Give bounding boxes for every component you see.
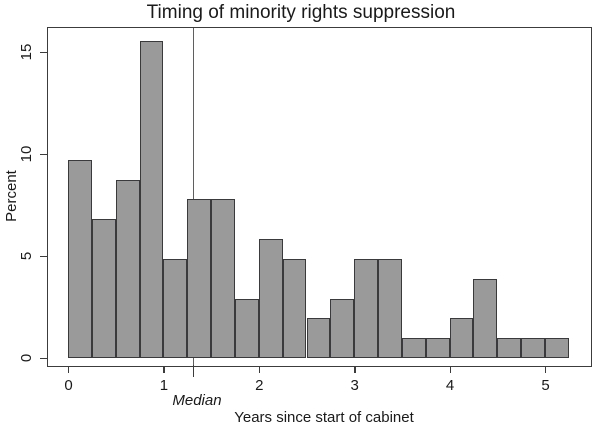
x-axis-title: Years since start of cabinet xyxy=(234,409,414,426)
histogram-bar xyxy=(234,298,259,358)
x-axis-tick-label: 0 xyxy=(64,377,73,394)
chart-title: Timing of minority rights suppression xyxy=(146,2,456,23)
y-axis-tick-label: 0 xyxy=(17,353,35,363)
median-reference-line xyxy=(192,28,195,365)
y-axis-tick xyxy=(39,52,47,54)
x-axis-tick-label: 2 xyxy=(255,377,264,394)
histogram-bar xyxy=(425,338,450,358)
histogram-bar xyxy=(91,219,116,358)
histogram-bar xyxy=(545,338,569,358)
histogram-bar xyxy=(401,338,426,358)
x-axis-tick-label: 5 xyxy=(541,377,550,394)
y-axis-tick xyxy=(39,256,47,258)
histogram-bar xyxy=(68,159,92,358)
histogram-bar xyxy=(378,259,402,358)
histogram-bar xyxy=(449,318,474,358)
x-axis-tick-label: 3 xyxy=(350,377,359,394)
y-axis-tick-label: 5 xyxy=(17,251,35,261)
histogram-bar xyxy=(330,298,355,358)
histogram-bar xyxy=(163,259,188,358)
histogram-bar xyxy=(258,239,283,358)
x-axis-tick xyxy=(68,366,70,373)
median-tick-mark xyxy=(192,365,195,377)
plot-area: Percent Median Years since start of cabi… xyxy=(3,27,592,426)
x-axis-tick xyxy=(354,366,356,373)
histogram-bar xyxy=(115,179,140,358)
y-axis-tick xyxy=(39,154,47,156)
histogram-bar xyxy=(306,318,331,358)
median-label: Median xyxy=(172,392,222,409)
x-axis-tick xyxy=(163,366,165,373)
x-axis-tick xyxy=(258,366,261,373)
histogram-bar xyxy=(473,278,498,358)
x-axis-tick xyxy=(449,366,451,373)
x-axis-tick-label: 4 xyxy=(445,377,455,394)
histogram-bar xyxy=(187,199,212,358)
x-axis-tick-label: 1 xyxy=(159,377,169,394)
histogram-bar xyxy=(139,41,164,358)
y-axis-tick xyxy=(39,358,47,360)
y-axis-tick-label: 10 xyxy=(17,145,35,163)
histogram-bar xyxy=(497,338,522,358)
x-axis-tick xyxy=(545,366,547,373)
histogram-bar xyxy=(282,259,307,358)
y-axis-tick-label: 15 xyxy=(17,43,35,61)
histogram-bar xyxy=(211,199,235,358)
histogram-bar xyxy=(521,338,545,358)
histogram-bar xyxy=(354,259,379,358)
